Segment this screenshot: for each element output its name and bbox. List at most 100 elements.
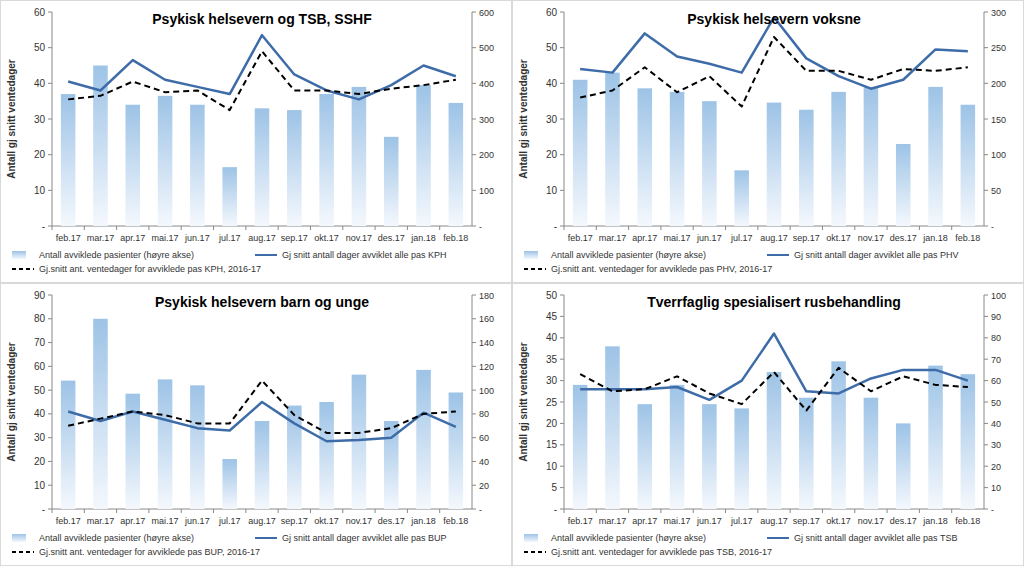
y2-tick-label: 400 [479, 79, 494, 89]
y2-tick [472, 390, 476, 391]
y-axis [52, 295, 53, 509]
x-tick [407, 509, 408, 513]
y2-tick-label: 160 [479, 314, 494, 324]
bar [449, 103, 464, 226]
bar [222, 459, 237, 509]
panel: -5101520253035404550-1020304050607080901… [513, 284, 1024, 566]
legend-label: Antall avviklede pasienter (høyre akse) [551, 533, 706, 543]
x-tick [278, 509, 279, 513]
y2-tick [984, 337, 988, 338]
y-tick-label: 10 [546, 185, 558, 196]
y-tick [48, 119, 52, 120]
x-tick [342, 509, 343, 513]
legend-swatch [767, 254, 789, 256]
y2-tick [472, 509, 476, 510]
line-series [580, 368, 968, 411]
x-tick-label: nov.17 [858, 516, 884, 526]
x-tick-label: jan.18 [410, 516, 436, 526]
y2-tick [984, 226, 988, 227]
x-tick-label: feb.17 [568, 233, 593, 243]
x-tick-label: jan.18 [922, 233, 948, 243]
y2-tick [984, 423, 988, 424]
x-tick [628, 509, 629, 513]
x-tick [887, 226, 888, 230]
bar [702, 101, 717, 226]
y-axis-label: Antall gj snitt ventedager [518, 342, 529, 462]
x-tick [245, 509, 246, 513]
bar [352, 87, 367, 226]
y-tick [560, 295, 564, 296]
x-tick [148, 509, 149, 513]
bar [961, 105, 976, 226]
x-tick [375, 509, 376, 513]
bar [767, 103, 782, 226]
data-group [573, 334, 975, 509]
y-tick-label: - [554, 504, 557, 515]
y-tick-label: 10 [546, 461, 558, 472]
y-axis-label: Antall gj snitt ventedager [6, 342, 17, 462]
y2-tick [984, 402, 988, 403]
x-tick-label: jun.17 [696, 516, 722, 526]
y-tick [560, 316, 564, 317]
y-tick-label: 50 [546, 42, 558, 53]
y2-tick [984, 316, 988, 317]
data-group [61, 319, 463, 509]
line-series [580, 17, 968, 88]
x-tick-label: apr.17 [120, 516, 145, 526]
y-tick [560, 337, 564, 338]
y-tick [560, 154, 564, 155]
x-tick [725, 226, 726, 230]
x-tick-label: okt.17 [314, 233, 339, 243]
y2-tick-label: 30 [991, 440, 1001, 450]
y-tick [560, 47, 564, 48]
bar [605, 346, 620, 509]
legend-label: Gj.snitt ant. ventedager for avviklede p… [551, 264, 772, 274]
bar [449, 392, 464, 509]
x-tick [310, 509, 311, 513]
legend-swatch [12, 268, 34, 270]
bar [158, 379, 173, 509]
x-tick [822, 509, 823, 513]
data-group [573, 17, 975, 226]
y-tick-label: - [42, 221, 45, 232]
y-tick-label: 90 [34, 290, 46, 301]
x-tick-label: mai.17 [664, 516, 691, 526]
bar [416, 370, 431, 509]
y-tick-label: 30 [34, 432, 46, 443]
bar [319, 94, 334, 226]
y-tick-label: 20 [546, 418, 558, 429]
y-tick-label: 5 [551, 482, 557, 493]
y2-tick [472, 47, 476, 48]
bar [255, 421, 270, 509]
y-tick-label: 10 [34, 185, 46, 196]
y2-tick-label: 140 [479, 338, 494, 348]
y-tick-label: 35 [546, 354, 558, 365]
x-tick-label: sep.17 [793, 516, 820, 526]
x-tick [725, 509, 726, 513]
x-tick [596, 509, 597, 513]
x-tick-label: apr.17 [632, 516, 657, 526]
y-tick [48, 190, 52, 191]
y2-tick-label: 40 [991, 419, 1001, 429]
x-tick [245, 226, 246, 230]
bar [255, 108, 270, 226]
x-tick [52, 509, 53, 513]
y2-tick [472, 342, 476, 343]
y2-tick-label: 200 [991, 79, 1006, 89]
bar [638, 404, 653, 509]
x-tick [887, 509, 888, 513]
y2-tick [984, 190, 988, 191]
x-tick [854, 509, 855, 513]
y2-tick-label: 100 [991, 291, 1006, 301]
legend-swatch [12, 251, 26, 259]
y2-tick-label: 150 [991, 115, 1006, 125]
x-tick [854, 226, 855, 230]
bar [416, 85, 431, 226]
y-tick-label: 60 [34, 7, 46, 18]
bar [605, 73, 620, 226]
y-tick [560, 12, 564, 13]
y2-tick [984, 444, 988, 445]
bar [734, 170, 749, 226]
x-tick [757, 226, 758, 230]
y-tick-label: 50 [546, 290, 558, 301]
